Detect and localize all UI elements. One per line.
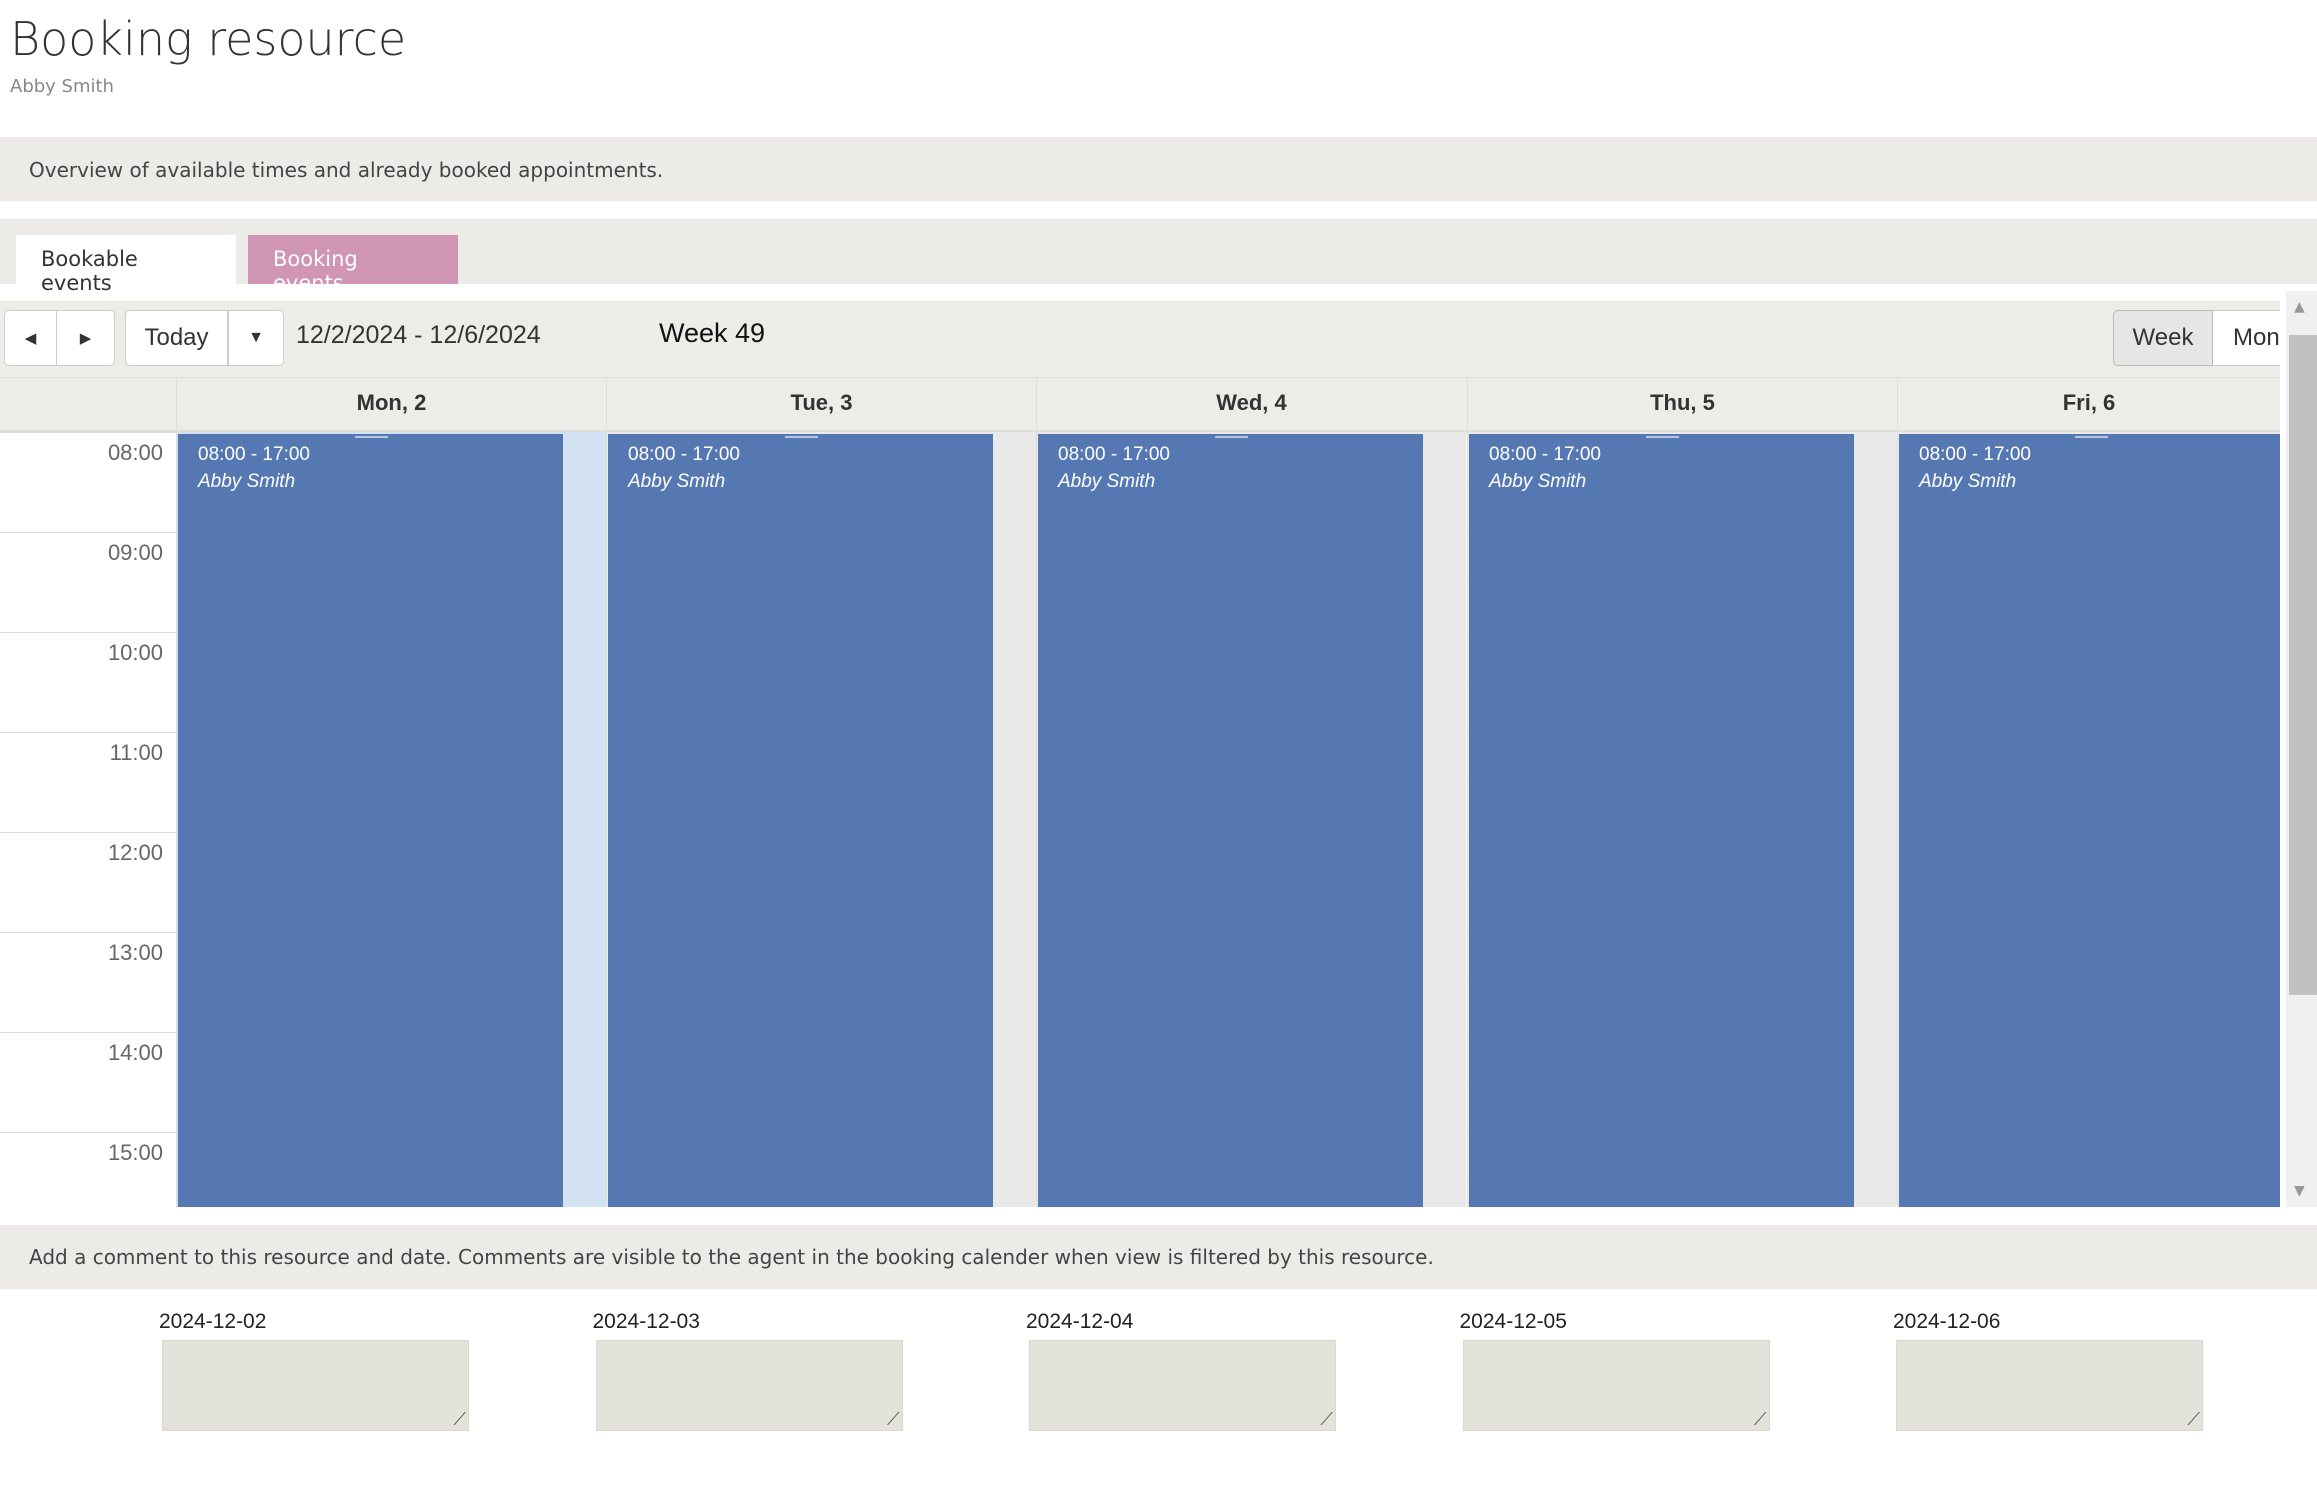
- resize-grip-icon[interactable]: ⟋: [1320, 1409, 1333, 1430]
- event-block[interactable]: 08:00 - 17:00 Abby Smith: [1038, 434, 1423, 1207]
- resize-grip-icon[interactable]: ⟋: [1753, 1409, 1767, 1430]
- day-column[interactable]: 08:00 - 17:00 Abby Smith: [1897, 432, 2280, 1207]
- resize-handle[interactable]: [1214, 436, 1248, 438]
- resize-grip-icon[interactable]: ⟋: [453, 1409, 466, 1430]
- comment-date-label: 2024-12-02: [159, 1310, 267, 1333]
- resize-grip-icon[interactable]: ⟋: [886, 1409, 900, 1430]
- time-label: 14:00: [107, 1040, 163, 1065]
- date-range: 12/2/2024 - 12/6/2024: [296, 321, 541, 349]
- event-name: Abby Smith: [1058, 471, 1156, 492]
- event-time: 08:00 - 17:00: [1919, 444, 2031, 465]
- event-name: Abby Smith: [628, 471, 726, 492]
- comment-date-label: 2024-12-03: [592, 1310, 700, 1333]
- month-view-button[interactable]: Mont: [2213, 310, 2280, 366]
- event-time: 08:00 - 17:00: [198, 444, 310, 465]
- prev-week-button[interactable]: ◀: [4, 310, 57, 366]
- resize-grip-icon[interactable]: ⟋: [2187, 1409, 2200, 1430]
- comment-intro: Add a comment to this resource and date.…: [0, 1225, 2317, 1289]
- day-column[interactable]: 08:00 - 17:00 Abby Smith: [606, 432, 1036, 1207]
- week-number: Week 49: [659, 318, 766, 348]
- comment-date-label: 2024-12-04: [1026, 1310, 1134, 1333]
- resource-name: Abby Smith: [10, 76, 114, 97]
- comment-textarea[interactable]: ⟋: [162, 1340, 469, 1431]
- time-label: 15:00: [107, 1140, 163, 1165]
- event-time: 08:00 - 17:00: [1058, 444, 1170, 465]
- caret-left-icon: ◀: [24, 330, 37, 347]
- today-button[interactable]: Today: [125, 310, 228, 366]
- event-time: 08:00 - 17:00: [628, 444, 740, 465]
- comment-textarea[interactable]: ⟋: [1029, 1340, 1336, 1431]
- calendar: ◀ ▶ Today ▼ 12/2/2024 - 12/6/2024 Week 4…: [0, 301, 2280, 1207]
- tab-booking-events[interactable]: Booking events: [248, 235, 458, 295]
- event-block[interactable]: 08:00 - 17:00 Abby Smith: [178, 434, 563, 1207]
- time-label: 11:00: [109, 740, 163, 765]
- day-header: Tue, 3: [606, 378, 1036, 431]
- page-title: Booking resource: [10, 12, 407, 66]
- intro-text: Overview of available times and already …: [0, 137, 2317, 201]
- chevron-down-icon: ▼: [248, 329, 264, 346]
- week-view-button[interactable]: Week: [2113, 310, 2213, 366]
- day-column[interactable]: 08:00 - 17:00 Abby Smith: [1036, 432, 1466, 1207]
- resize-handle[interactable]: [1645, 436, 1679, 438]
- day-column[interactable]: 08:00 - 17:00 Abby Smith: [176, 432, 606, 1207]
- next-week-button[interactable]: ▶: [57, 310, 115, 366]
- resize-handle[interactable]: [2074, 436, 2108, 438]
- day-header: Mon, 2: [176, 378, 606, 431]
- calendar-scrollbar[interactable]: ▲ ▼: [2286, 291, 2317, 1207]
- time-label: 12:00: [107, 840, 163, 865]
- day-header-row: Mon, 2 Tue, 3 Wed, 4 Thu, 5 Fri, 6: [0, 377, 2280, 432]
- time-label: 13:00: [107, 940, 163, 965]
- event-name: Abby Smith: [198, 471, 296, 492]
- event-name: Abby Smith: [1489, 471, 1587, 492]
- event-time: 08:00 - 17:00: [1489, 444, 1601, 465]
- scroll-down-icon[interactable]: ▼: [2294, 1183, 2305, 1199]
- time-label: 08:00: [107, 440, 163, 465]
- date-picker-button[interactable]: ▼: [228, 310, 284, 366]
- event-block[interactable]: 08:00 - 17:00 Abby Smith: [1899, 434, 2280, 1207]
- scrollbar-thumb[interactable]: [2289, 335, 2317, 995]
- event-block[interactable]: 08:00 - 17:00 Abby Smith: [1469, 434, 1854, 1207]
- comment-textarea[interactable]: ⟋: [595, 1340, 903, 1431]
- day-header: Wed, 4: [1036, 378, 1466, 431]
- event-block[interactable]: 08:00 - 17:00 Abby Smith: [608, 434, 993, 1207]
- day-header: Fri, 6: [1897, 378, 2280, 431]
- calendar-toolbar: ◀ ▶ Today ▼ 12/2/2024 - 12/6/2024 Week 4…: [0, 301, 2280, 377]
- time-grid: 08:00 09:00 10:00 11:00 12:00 13:00 14:00 15:00…: [0, 432, 2280, 1207]
- day-header: Thu, 5: [1467, 378, 1897, 431]
- tab-bookable-events[interactable]: Bookable events: [16, 235, 236, 295]
- comment-date-label: 2024-12-05: [1459, 1310, 1567, 1333]
- comment-textarea[interactable]: ⟋: [1462, 1340, 1770, 1431]
- tab-bar: Bookable events Booking events: [0, 219, 2317, 295]
- resize-handle[interactable]: [784, 436, 818, 438]
- caret-right-icon: ▶: [79, 330, 92, 347]
- event-name: Abby Smith: [1919, 471, 2017, 492]
- comment-date-label: 2024-12-06: [1893, 1310, 2001, 1333]
- day-column[interactable]: 08:00 - 17:00 Abby Smith: [1467, 432, 1897, 1207]
- scroll-up-icon[interactable]: ▲: [2294, 299, 2305, 315]
- time-label: 10:00: [107, 640, 163, 665]
- comment-textarea[interactable]: ⟋: [1896, 1340, 2203, 1431]
- resize-handle[interactable]: [354, 436, 388, 438]
- time-label: 09:00: [107, 540, 163, 565]
